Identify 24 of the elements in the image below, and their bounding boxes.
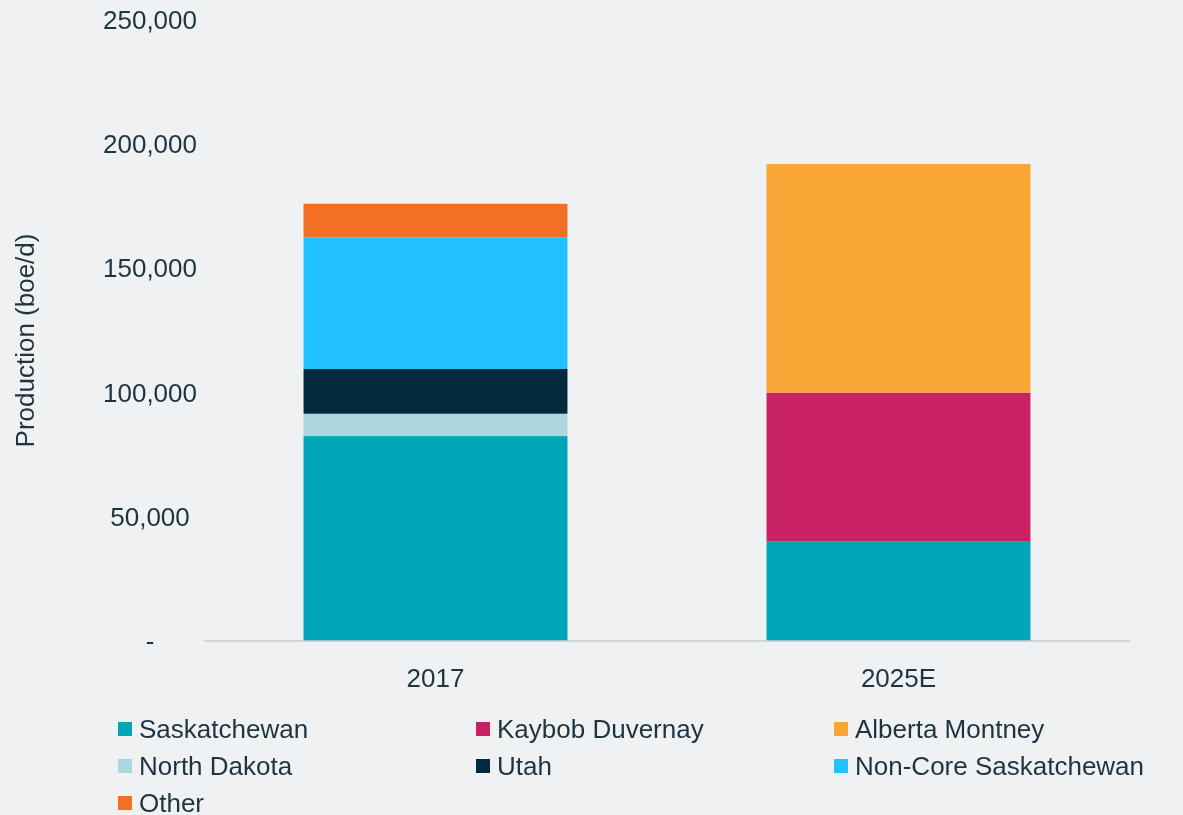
legend-label: Non-Core Saskatchewan	[855, 751, 1145, 781]
y-tick-label: -	[145, 626, 155, 656]
legend-label: Utah	[497, 751, 552, 781]
legend-label: Alberta Montney	[855, 714, 1045, 744]
bar	[766, 541, 1031, 641]
y-tick-label: 250,000	[103, 5, 197, 35]
x-tick-label: 2025E	[860, 663, 937, 693]
legend-label: Saskatchewan	[139, 714, 309, 744]
bar	[766, 164, 1031, 393]
bar	[303, 237, 568, 369]
x-tick-label: 2017	[406, 663, 465, 693]
y-tick-label: 50,000	[110, 501, 190, 532]
legend-label: Other	[139, 788, 205, 815]
y-axis-title: Production (boe/d)	[10, 233, 40, 448]
legend-label: North Dakota	[139, 751, 293, 781]
bar	[303, 436, 568, 641]
y-tick-label: 100,000	[103, 377, 197, 408]
bar	[303, 413, 568, 437]
bar	[303, 369, 568, 414]
y-tick-label: 200,000	[103, 129, 197, 160]
legend-label: Kaybob Duvernay	[497, 714, 704, 744]
bar	[766, 392, 1031, 542]
y-tick-label: 150,000	[103, 253, 197, 284]
bar	[303, 203, 568, 238]
